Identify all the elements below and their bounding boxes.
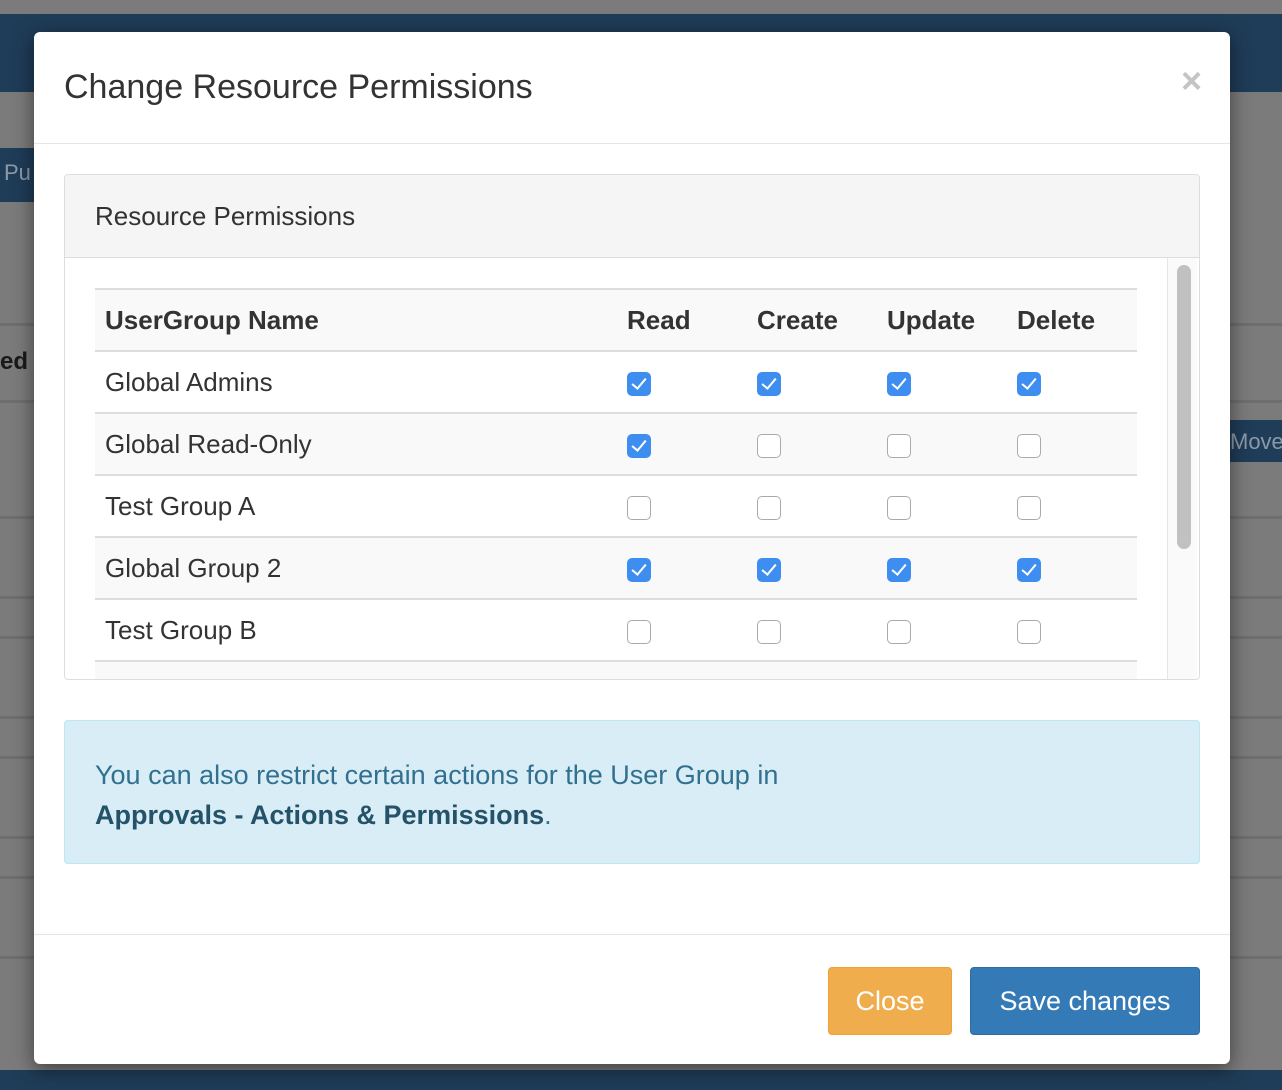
delete-checkbox[interactable] (1017, 433, 1041, 458)
delete-checkbox[interactable] (1017, 619, 1041, 644)
background-button: Pu (0, 148, 40, 202)
info-alert: You can also restrict certain actions fo… (64, 720, 1200, 864)
read-cell (617, 412, 747, 475)
delete-checkbox[interactable] (1017, 371, 1041, 396)
close-button[interactable]: Close (828, 967, 952, 1035)
create-cell (747, 536, 877, 599)
read-checkbox[interactable] (627, 371, 651, 396)
table-row (95, 660, 1137, 679)
column-header-delete: Delete (1007, 288, 1137, 351)
usergroup-name: Test Group B (95, 598, 617, 661)
delete-cell (1007, 474, 1137, 537)
read-checkbox[interactable] (627, 557, 651, 582)
modal-title: Change Resource Permissions (64, 68, 533, 106)
usergroup-name: Global Admins (95, 350, 617, 413)
table-header-row: UserGroup Name Read Create Update Delete (95, 288, 1137, 351)
usergroup-name: Test Group A (95, 474, 617, 537)
table-row: Test Group B (95, 598, 1137, 661)
update-checkbox[interactable] (887, 371, 911, 396)
create-cell (747, 474, 877, 537)
read-cell (617, 474, 747, 537)
create-checkbox[interactable] (757, 495, 781, 520)
background-footer (0, 1070, 1282, 1090)
table-row: Global Group 2 (95, 536, 1137, 599)
read-cell (617, 350, 747, 413)
update-cell (877, 536, 1007, 599)
column-header-read: Read (617, 288, 747, 351)
column-header-name: UserGroup Name (95, 288, 617, 351)
partial-row (95, 660, 1137, 679)
update-checkbox[interactable] (887, 619, 911, 644)
create-cell (747, 412, 877, 475)
delete-checkbox[interactable] (1017, 495, 1041, 520)
update-cell (877, 598, 1007, 661)
create-checkbox[interactable] (757, 433, 781, 458)
update-cell (877, 350, 1007, 413)
create-cell (747, 598, 877, 661)
usergroup-name: Global Read-Only (95, 412, 617, 475)
background-move-button: Move (1226, 420, 1282, 462)
resource-permissions-panel: Resource Permissions UserGroup Name Read… (64, 174, 1200, 680)
update-checkbox[interactable] (887, 495, 911, 520)
read-cell (617, 598, 747, 661)
panel-body: UserGroup Name Read Create Update Delete… (65, 258, 1199, 679)
column-header-create: Create (747, 288, 877, 351)
column-header-update: Update (877, 288, 1007, 351)
scrollbar[interactable] (1167, 258, 1197, 679)
usergroup-name: Global Group 2 (95, 536, 617, 599)
update-checkbox[interactable] (887, 433, 911, 458)
read-checkbox[interactable] (627, 619, 651, 644)
create-checkbox[interactable] (757, 619, 781, 644)
background-text: ed (0, 348, 29, 375)
delete-cell (1007, 598, 1137, 661)
update-checkbox[interactable] (887, 557, 911, 582)
update-cell (877, 474, 1007, 537)
modal-footer: Close Save changes (34, 934, 1230, 1064)
create-checkbox[interactable] (757, 371, 781, 396)
info-text: You can also restrict certain actions fo… (95, 760, 779, 790)
table-row: Global Admins (95, 350, 1137, 413)
scrollbar-thumb[interactable] (1177, 265, 1191, 549)
read-checkbox[interactable] (627, 495, 651, 520)
delete-cell (1007, 536, 1137, 599)
delete-cell (1007, 350, 1137, 413)
read-checkbox[interactable] (627, 433, 651, 458)
delete-cell (1007, 412, 1137, 475)
delete-checkbox[interactable] (1017, 557, 1041, 582)
approvals-link[interactable]: Approvals - Actions & Permissions (95, 800, 545, 830)
table-row: Test Group A (95, 474, 1137, 537)
create-checkbox[interactable] (757, 557, 781, 582)
read-cell (617, 536, 747, 599)
panel-heading: Resource Permissions (65, 175, 1199, 258)
info-suffix: . (544, 800, 552, 830)
modal-header: Change Resource Permissions × (34, 32, 1230, 144)
table-row: Global Read-Only (95, 412, 1137, 475)
save-changes-button[interactable]: Save changes (970, 967, 1200, 1035)
update-cell (877, 412, 1007, 475)
permissions-modal: Change Resource Permissions × Resource P… (34, 32, 1230, 1064)
permissions-table: UserGroup Name Read Create Update Delete… (95, 288, 1137, 679)
close-icon[interactable]: × (1180, 60, 1202, 101)
create-cell (747, 350, 877, 413)
